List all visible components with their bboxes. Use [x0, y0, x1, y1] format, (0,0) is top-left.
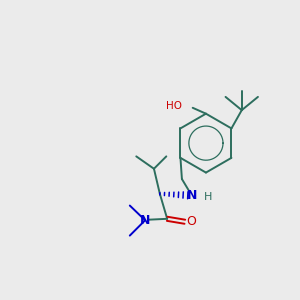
Text: N: N	[140, 214, 150, 227]
Text: N: N	[187, 189, 197, 202]
Text: O: O	[186, 215, 196, 228]
Text: H: H	[203, 192, 212, 202]
Text: HO: HO	[167, 101, 182, 111]
